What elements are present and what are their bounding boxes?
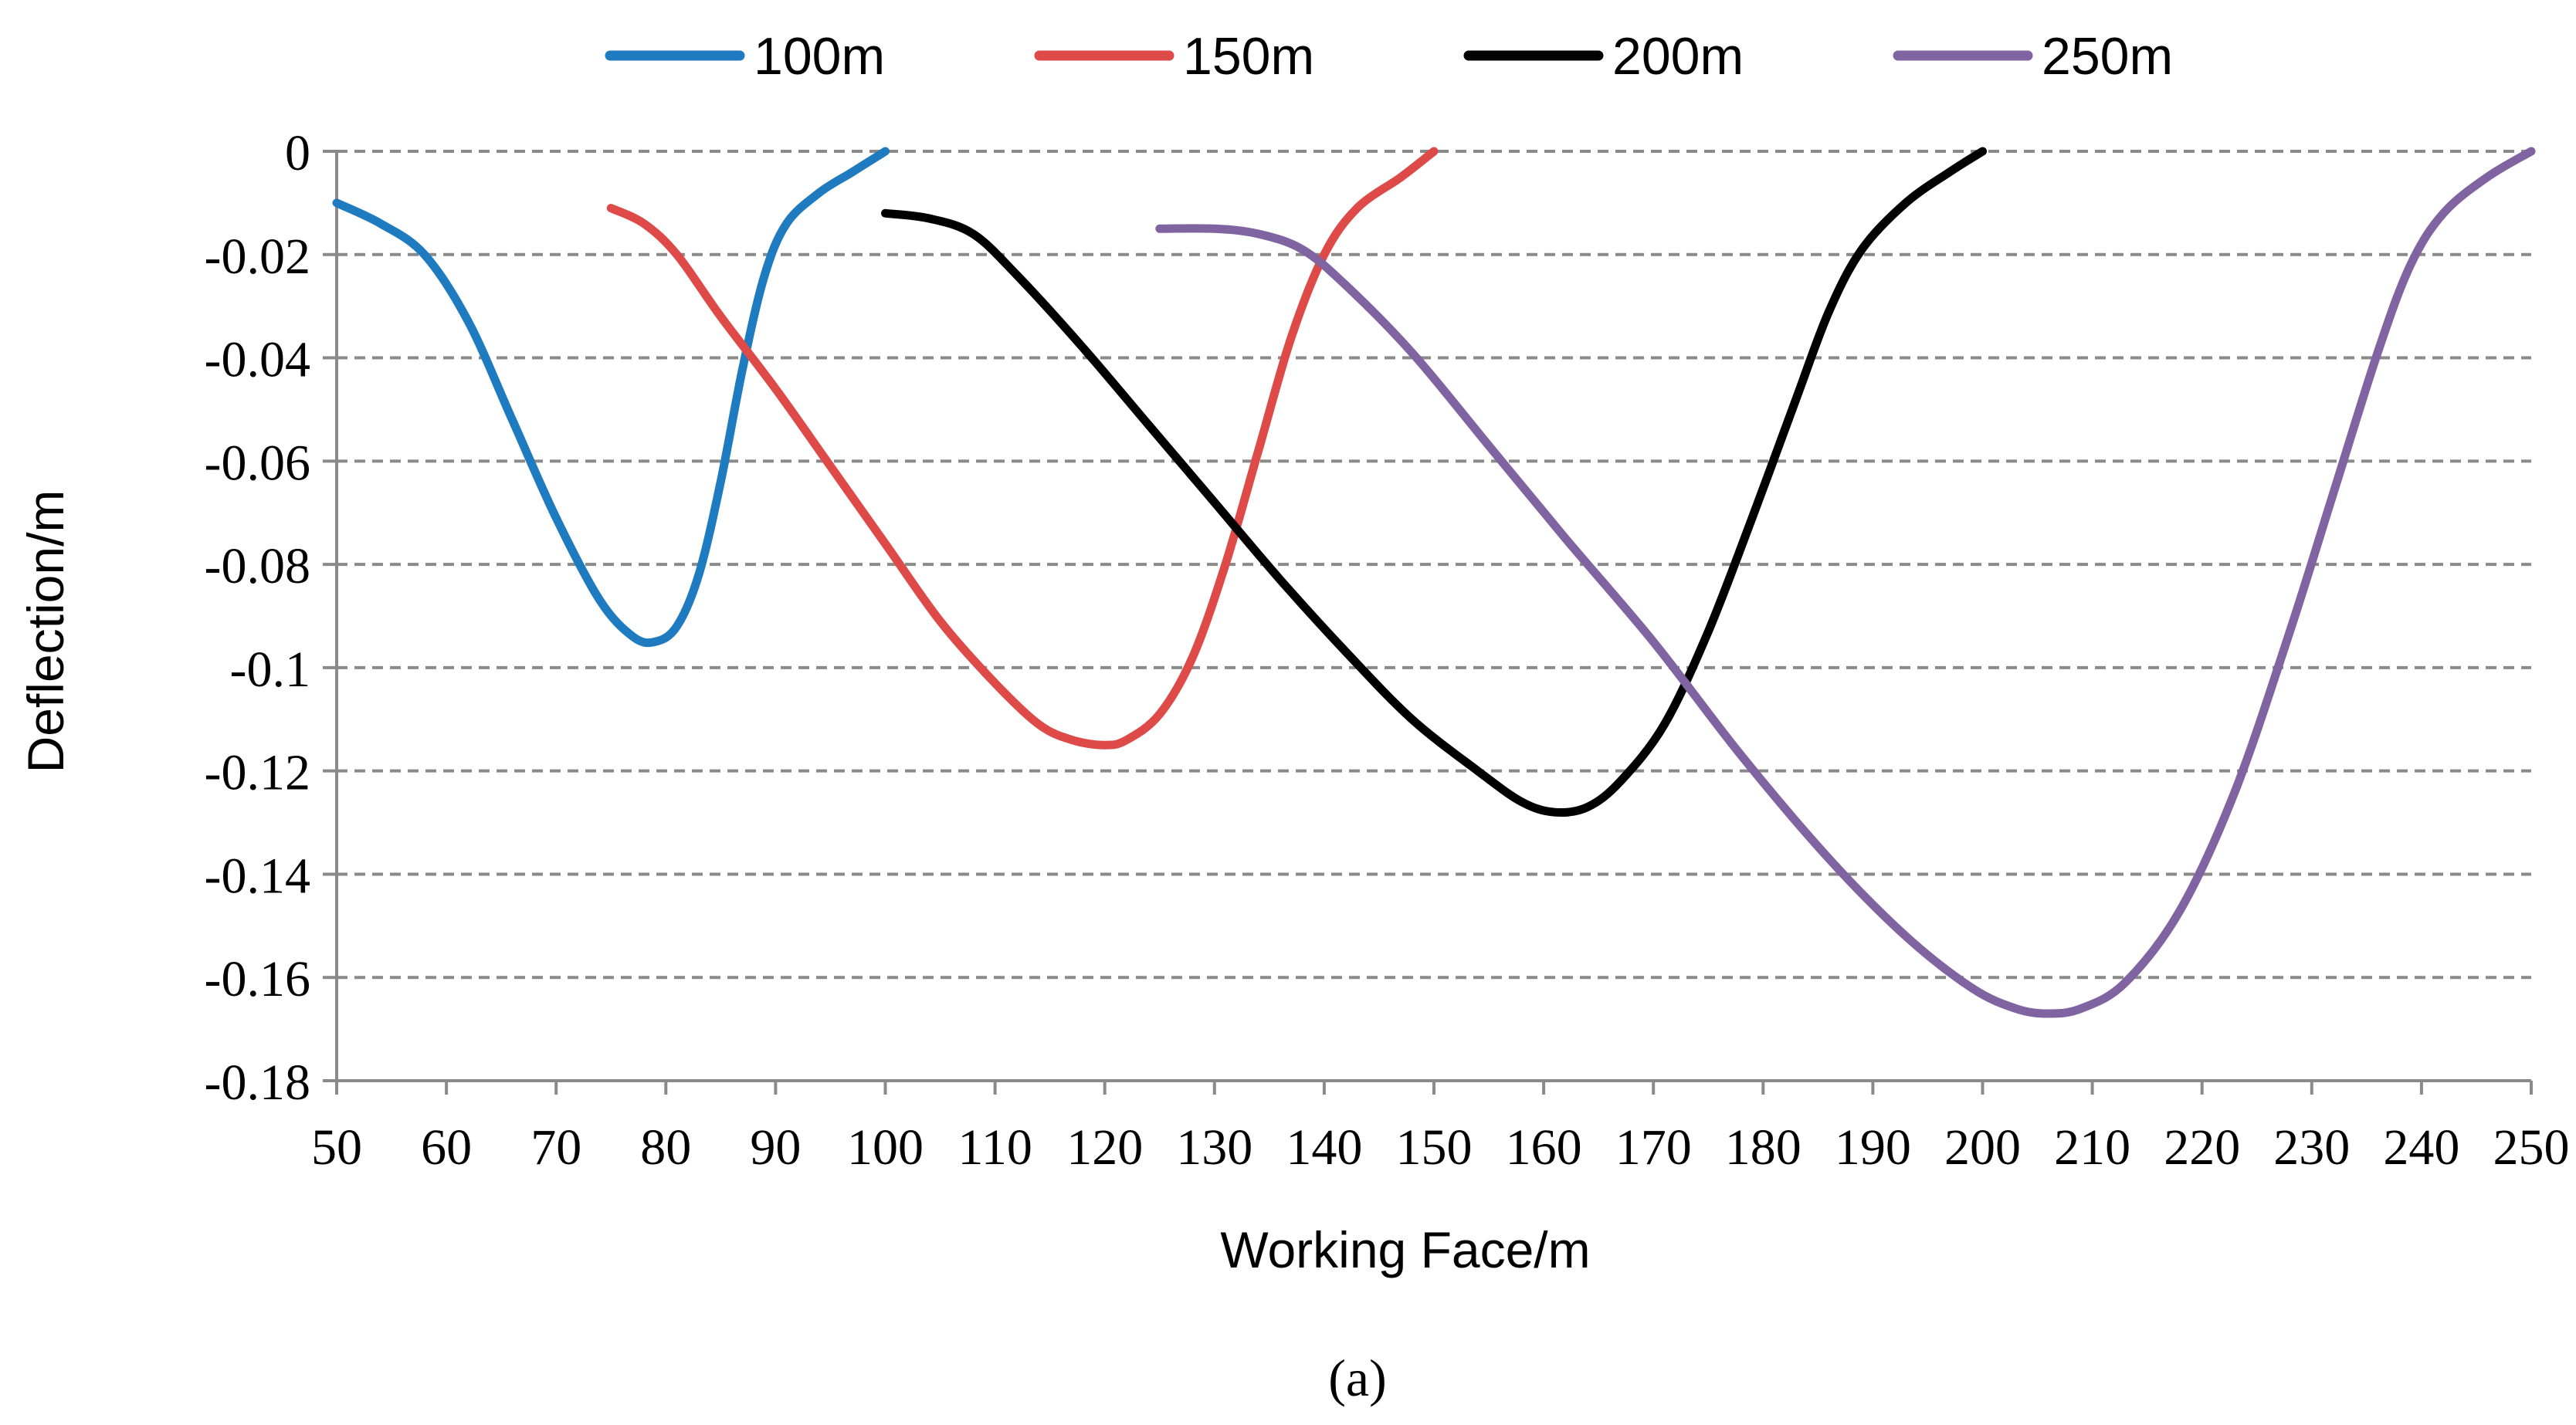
x-tick-label-0: 50: [311, 1119, 362, 1176]
legend-label-100m: 100m: [754, 27, 885, 86]
legend-label-200m: 200m: [1612, 27, 1744, 86]
y-tick-label-5: -0.1: [230, 641, 310, 698]
x-tick-label-18: 230: [2273, 1119, 2350, 1176]
x-tick-label-19: 240: [2383, 1119, 2459, 1176]
figure-caption: (a): [1328, 1349, 1386, 1407]
x-tick-label-17: 220: [2164, 1119, 2240, 1176]
x-tick-label-8: 130: [1176, 1119, 1252, 1176]
y-tick-label-1: -0.02: [205, 228, 310, 285]
x-tick-label-9: 140: [1286, 1119, 1362, 1176]
y-tick-label-2: -0.04: [205, 332, 310, 388]
x-tick-label-20: 250: [2493, 1119, 2570, 1176]
x-tick-label-7: 120: [1066, 1119, 1143, 1176]
series-lines: [332, 147, 2536, 1018]
y-tick-labels: 0 -0.02 -0.04 -0.06 -0.08 -0.1 -0.12 -0.14 -0.16…: [205, 125, 310, 1111]
x-tick-label-16: 210: [2054, 1119, 2130, 1176]
legend-label-250m: 250m: [2042, 27, 2173, 86]
axes: [323, 150, 2533, 1095]
x-axis-title: Working Face/m: [1220, 1221, 1590, 1278]
y-tick-label-6: -0.12: [205, 745, 310, 801]
x-tick-label-6: 110: [958, 1119, 1032, 1176]
series-line-250m: [1155, 147, 2536, 1018]
x-tick-label-11: 160: [1506, 1119, 1582, 1176]
gridlines: [337, 150, 2531, 980]
y-tick-label-0: 0: [285, 125, 310, 181]
series-line-150m: [606, 147, 1439, 750]
x-tick-label-2: 70: [530, 1119, 581, 1176]
x-tick-label-14: 190: [1835, 1119, 1911, 1176]
x-tick-label-12: 170: [1615, 1119, 1692, 1176]
x-tick-label-10: 150: [1396, 1119, 1473, 1176]
x-tick-label-3: 80: [640, 1119, 691, 1176]
x-tick-label-5: 100: [847, 1119, 924, 1176]
x-tick-label-15: 200: [1944, 1119, 2021, 1176]
y-tick-label-8: -0.16: [205, 951, 310, 1007]
series-line-200m: [881, 147, 1987, 817]
x-tick-label-13: 180: [1725, 1119, 1802, 1176]
series-line-100m: [332, 147, 890, 648]
x-tick-labels: 50 60 70 80 90 100 110 120 130 140 150 160 170 180 190…: [311, 1119, 2570, 1176]
x-tick-label-1: 60: [421, 1119, 472, 1176]
legend-label-150m: 150m: [1183, 27, 1314, 86]
y-tick-label-9: -0.18: [205, 1054, 310, 1111]
y-tick-label-3: -0.06: [205, 435, 310, 491]
y-tick-label-4: -0.08: [205, 538, 310, 594]
y-tick-label-7: -0.14: [205, 848, 310, 904]
legend: 100m 150m 200m 250m: [605, 27, 2173, 86]
x-tick-label-4: 90: [750, 1119, 801, 1176]
y-axis-title: Deflection/m: [17, 490, 74, 773]
